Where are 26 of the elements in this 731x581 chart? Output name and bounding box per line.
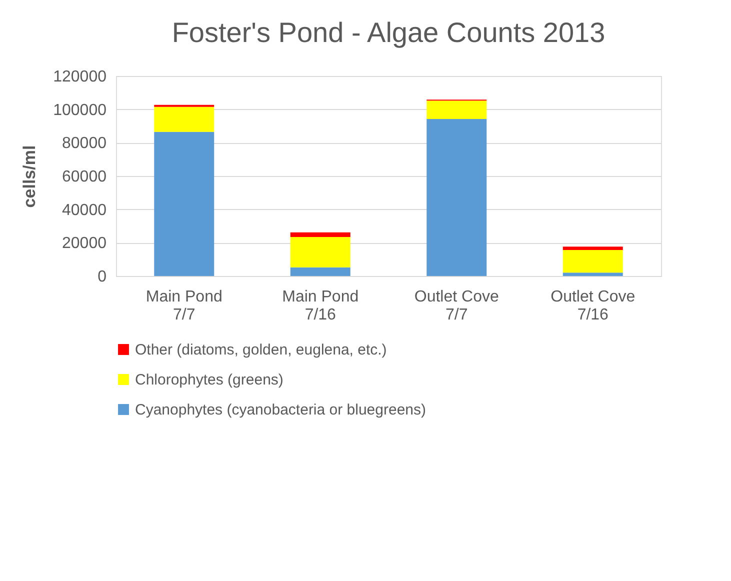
bar <box>426 119 487 276</box>
chart-title: Foster's Pond - Algae Counts 2013 <box>172 17 606 48</box>
legend-label: Other (diatoms, golden, euglena, etc.) <box>135 342 387 358</box>
x-tick-label: Outlet Cove 7/7 <box>414 288 499 324</box>
x-tick-label: Outlet Cove 7/16 <box>550 288 636 324</box>
y-tick-label: 20000 <box>62 235 107 252</box>
bar <box>290 267 350 276</box>
y-tick-label: 0 <box>98 268 107 286</box>
y-tick-label: 40000 <box>62 202 107 219</box>
y-tick-label: 60000 <box>62 168 107 186</box>
bar <box>562 272 623 276</box>
x-tick-label: Main Pond 7/16 <box>282 288 359 324</box>
y-tick-label: 120000 <box>53 68 107 86</box>
x-tick-label: Main Pond 7/7 <box>146 288 222 324</box>
bar <box>290 232 350 237</box>
bar <box>290 237 350 268</box>
y-tick-label: 80000 <box>62 135 107 152</box>
bar <box>562 250 623 273</box>
bar <box>562 246 623 250</box>
y-tick-label: 100000 <box>53 102 107 119</box>
legend-label: Cyanophytes (cyanobacteria or bluegreens) <box>135 402 426 418</box>
y-axis-title: cells/ml <box>20 145 40 208</box>
bar <box>154 132 214 276</box>
bar <box>426 100 487 119</box>
bar <box>154 106 214 132</box>
legend-label: Chlorophytes (greens) <box>135 372 284 388</box>
